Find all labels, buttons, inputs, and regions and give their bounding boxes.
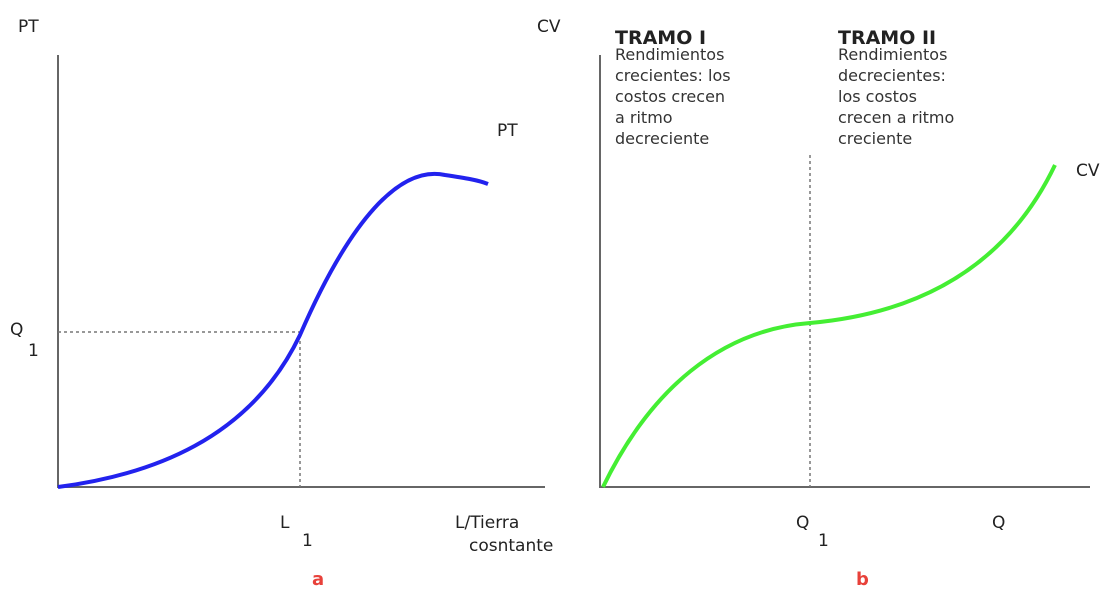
l-label: L — [280, 513, 290, 533]
tramo-text: decrecientes: — [838, 66, 946, 85]
tramo-text: decreciente — [615, 129, 709, 148]
tramo-text: Rendimientos — [615, 45, 724, 64]
q-sub: 1 — [28, 341, 39, 361]
x-label: L/Tierra — [455, 513, 519, 533]
q1-sub: 1 — [818, 531, 829, 551]
tramo-text: Rendimientos — [838, 45, 947, 64]
axes-b — [599, 55, 1090, 488]
tramo-title: TRAMO I — [615, 27, 706, 49]
q-label: Q — [10, 320, 23, 340]
x-label: cosntante — [469, 536, 553, 556]
tramo-text: costos crecen — [615, 87, 725, 106]
caption: b — [856, 569, 869, 590]
x-label: Q — [992, 513, 1005, 533]
tramo-text: los costos — [838, 87, 917, 106]
tramo-text: a ritmo — [615, 108, 673, 127]
tramo-text: crecen a ritmo — [838, 108, 954, 127]
curve-label: PT — [497, 121, 518, 141]
tramo-text: crecientes: los — [615, 66, 731, 85]
q1-label: Q — [796, 513, 809, 533]
caption: a — [312, 569, 324, 590]
l-sub: 1 — [302, 531, 313, 551]
tramo-title: TRAMO II — [838, 27, 936, 49]
axes-a — [57, 55, 545, 488]
curve-label: CV — [1076, 161, 1100, 181]
cv-curve — [601, 164, 1057, 488]
guide-lines-a — [58, 331, 301, 487]
y-label: CV — [537, 17, 561, 37]
tramo-text: creciente — [838, 129, 912, 148]
y-label: PT — [18, 17, 39, 37]
pt-curve — [57, 171, 489, 489]
